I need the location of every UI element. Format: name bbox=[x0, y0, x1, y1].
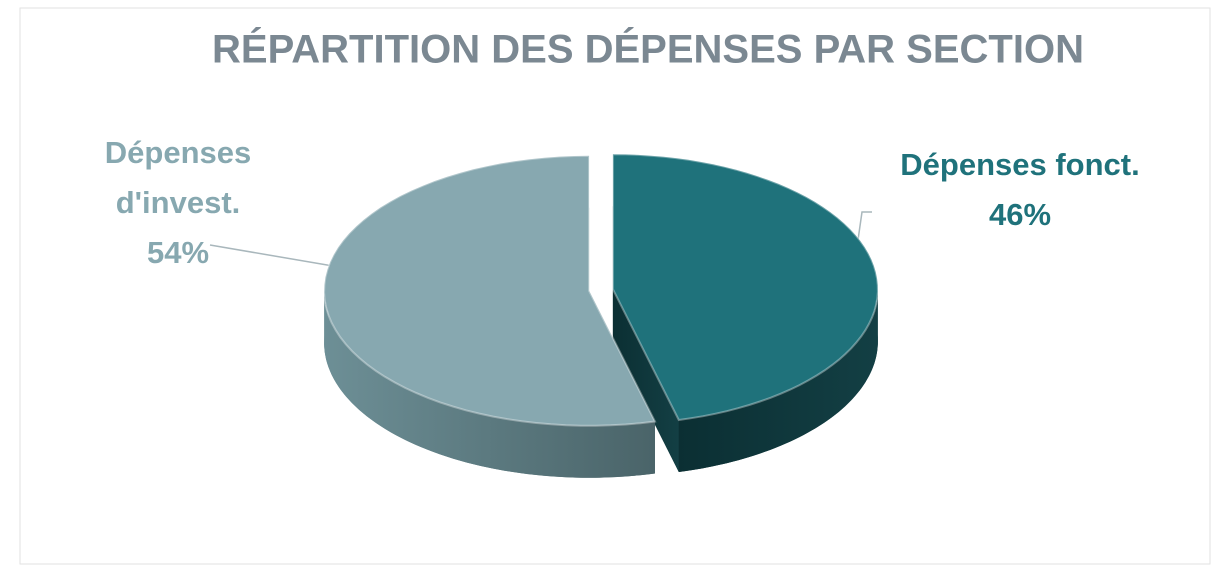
pie bbox=[323, 153, 879, 478]
value-label: 46% bbox=[988, 197, 1052, 232]
chart-title: RÉPARTITION DES DÉPENSES PAR SECTION bbox=[212, 27, 1084, 72]
slice-label: Dépenses d'invest. 54% bbox=[88, 128, 268, 278]
leader-line bbox=[209, 244, 334, 267]
slice bbox=[611, 153, 879, 422]
slice-cut-face bbox=[612, 289, 679, 472]
slice-label: Dépenses fonct. 46% bbox=[860, 140, 1180, 240]
slice bbox=[323, 154, 657, 427]
category-label: Dépenses fonct. bbox=[900, 147, 1140, 182]
category-label: Dépenses d'invest. bbox=[104, 135, 252, 220]
leader-line bbox=[857, 211, 872, 241]
slice-side bbox=[678, 289, 878, 472]
slice-side bbox=[324, 290, 655, 478]
frame bbox=[19, 7, 1211, 565]
value-label: 54% bbox=[146, 235, 210, 270]
